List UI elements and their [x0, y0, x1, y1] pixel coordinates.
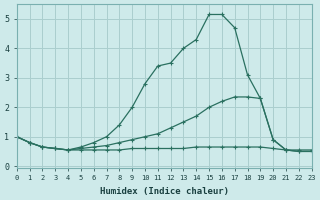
X-axis label: Humidex (Indice chaleur): Humidex (Indice chaleur): [100, 187, 229, 196]
